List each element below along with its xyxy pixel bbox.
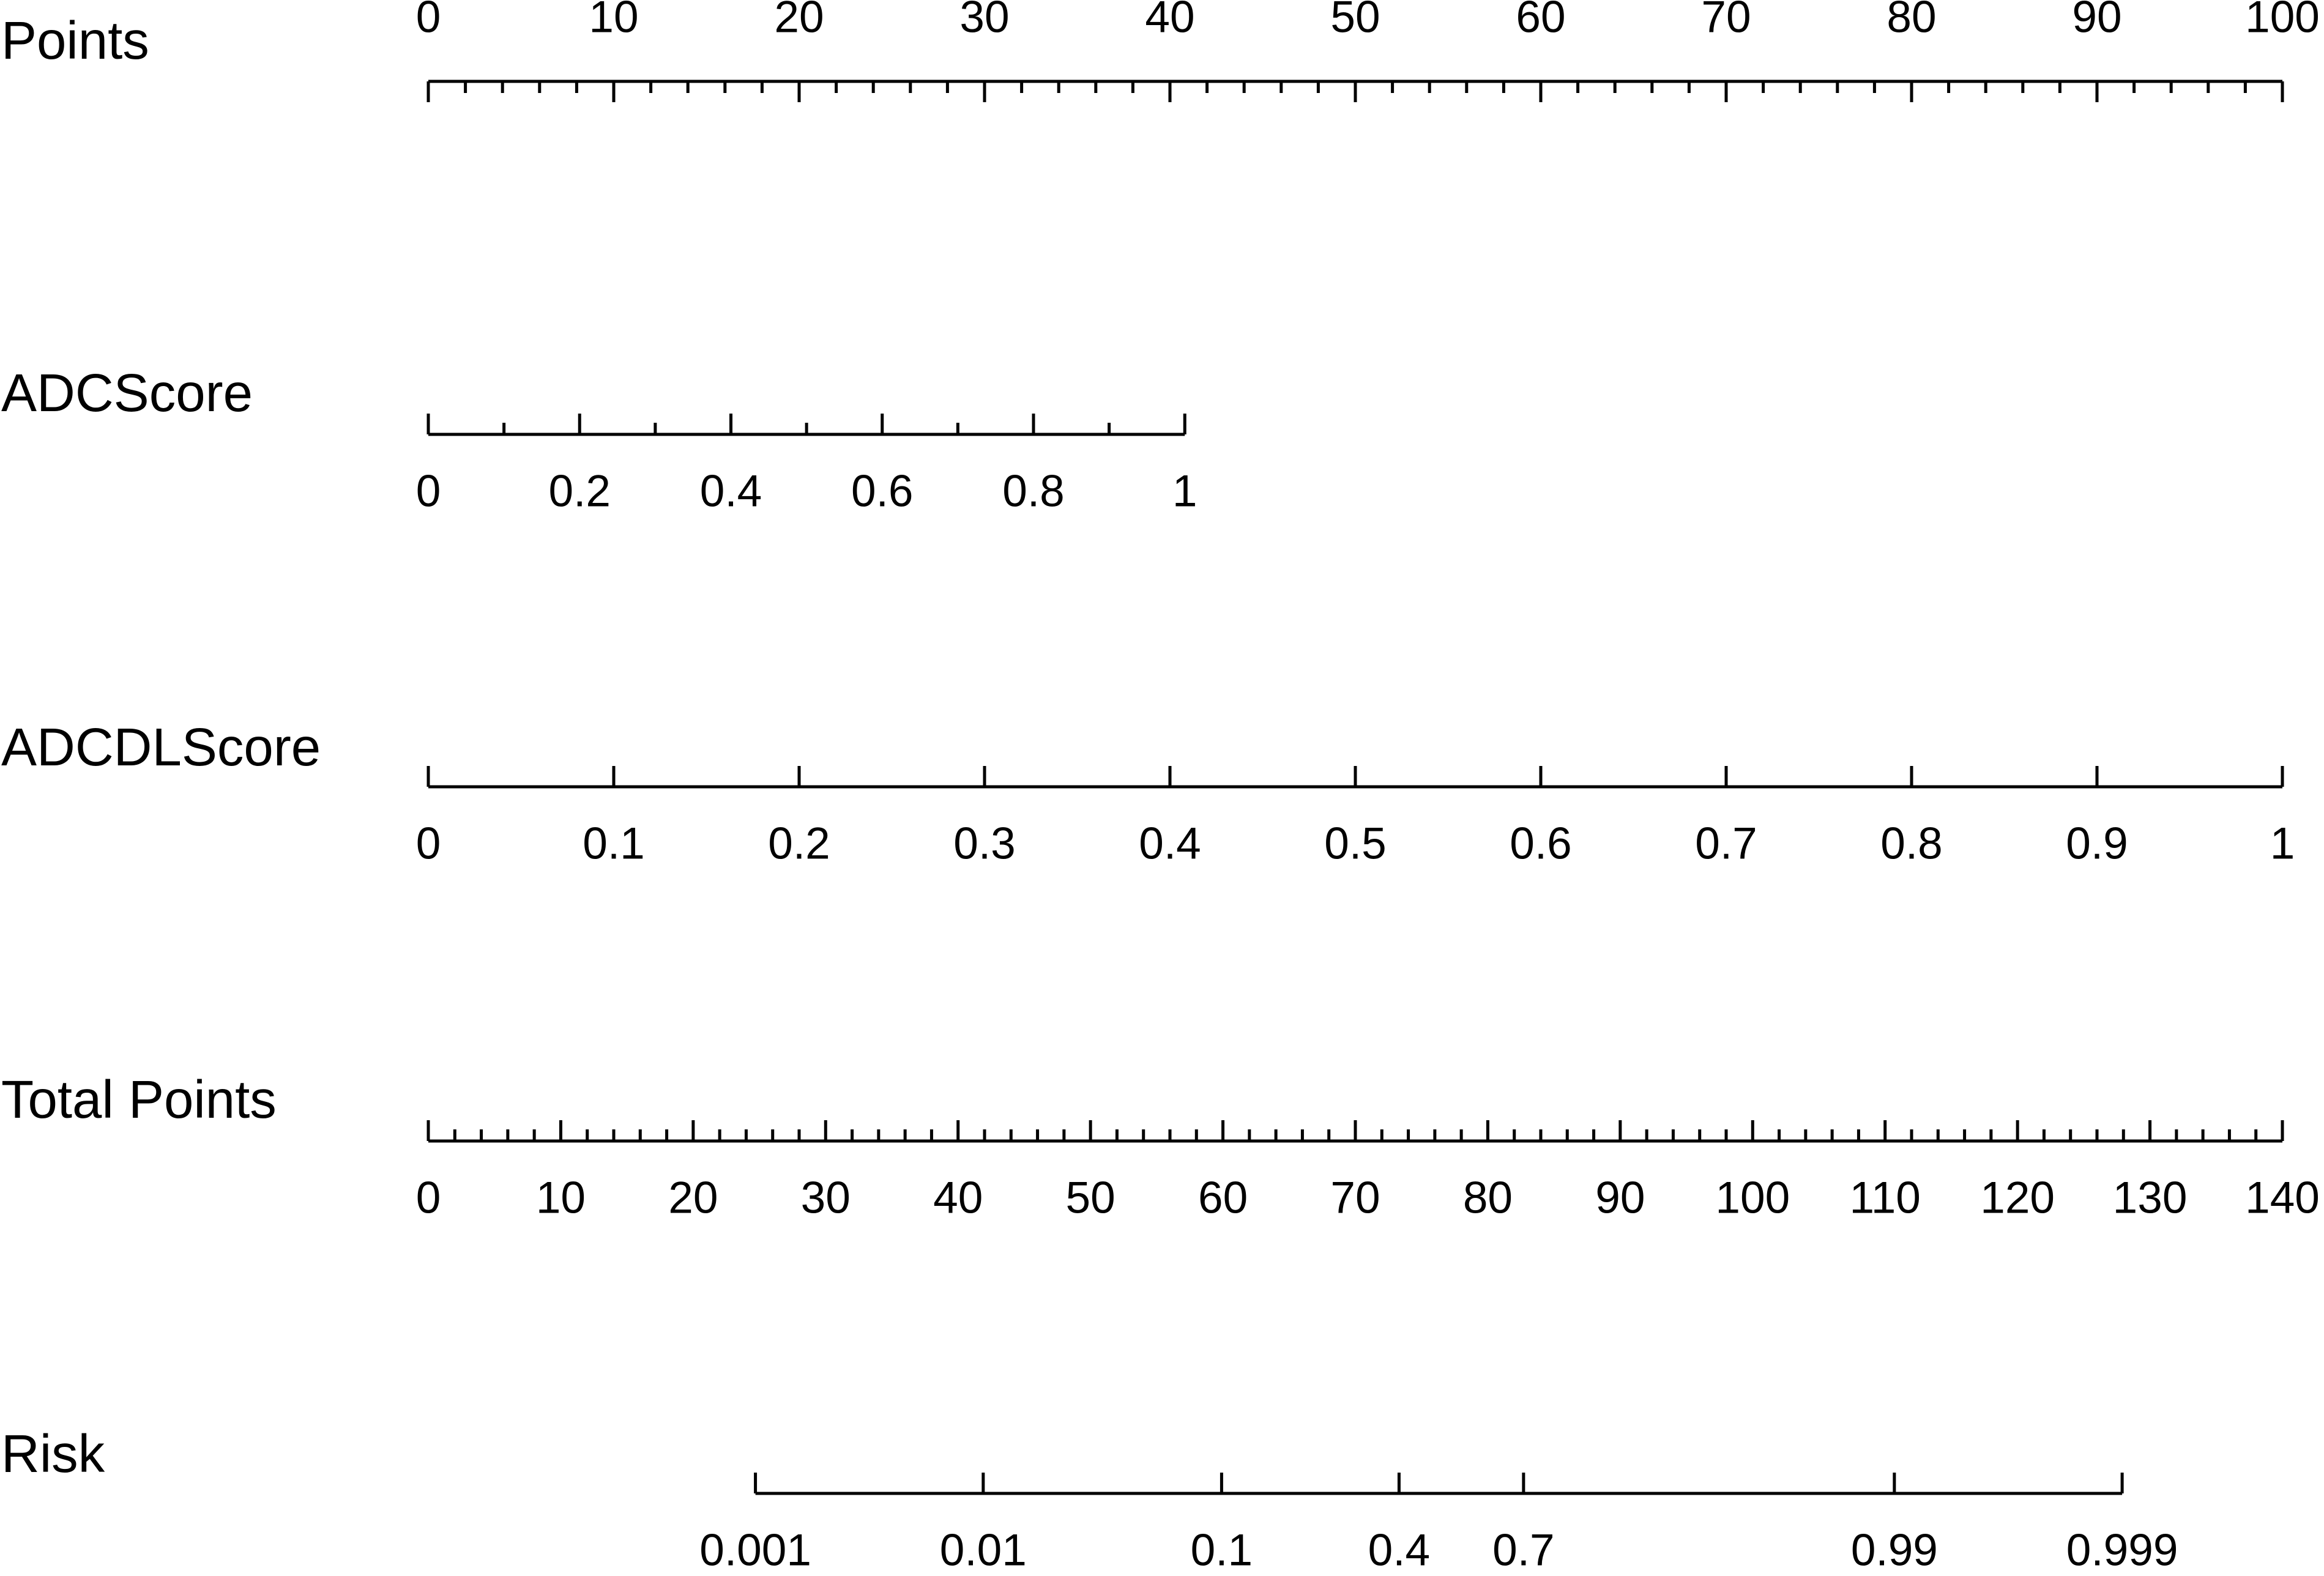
scale-name: ADCScore [1, 363, 253, 423]
tick-label: 0 [416, 0, 441, 42]
tick-label: 80 [1463, 1173, 1513, 1222]
tick-label: 60 [1516, 0, 1565, 42]
scale-name: Total Points [1, 1070, 277, 1129]
tick-label: 130 [2113, 1173, 2188, 1222]
tick-label: 1 [1172, 466, 1197, 516]
tick-label: 50 [1066, 1173, 1115, 1222]
scale-name: Risk [1, 1424, 105, 1484]
tick-label: 0.5 [1324, 819, 1386, 868]
tick-label: 40 [933, 1173, 983, 1222]
tick-label: 0.4 [1139, 819, 1201, 868]
scale-name: Points [1, 11, 149, 70]
tick-label: 10 [536, 1173, 586, 1222]
tick-label: 110 [1850, 1173, 1921, 1222]
tick-label: 30 [959, 0, 1009, 42]
tick-label: 0.001 [699, 1525, 811, 1575]
tick-label: 0 [416, 1173, 441, 1222]
tick-label: 30 [801, 1173, 851, 1222]
tick-label: 0.1 [1191, 1525, 1253, 1575]
tick-label: 0.4 [700, 466, 762, 516]
tick-label: 70 [1701, 0, 1751, 42]
tick-label: 0.7 [1695, 819, 1757, 868]
tick-label: 0.3 [953, 819, 1015, 868]
tick-label: 0.8 [1880, 819, 1942, 868]
tick-label: 0.1 [583, 819, 644, 868]
tick-label: 0.6 [1510, 819, 1571, 868]
tick-label: 0.7 [1492, 1525, 1554, 1575]
tick-label: 0.2 [768, 819, 830, 868]
tick-label: 90 [1595, 1173, 1645, 1222]
tick-label: 80 [1886, 0, 1936, 42]
tick-label: 0.01 [940, 1525, 1027, 1575]
tick-label: 60 [1198, 1173, 1248, 1222]
tick-label: 50 [1330, 0, 1380, 42]
tick-label: 140 [2245, 1173, 2320, 1222]
tick-label: 20 [774, 0, 824, 42]
tick-label: 0.9 [2066, 819, 2128, 868]
tick-label: 20 [668, 1173, 718, 1222]
tick-label: 0 [416, 819, 441, 868]
tick-label: 40 [1145, 0, 1194, 42]
tick-label: 0.6 [851, 466, 913, 516]
tick-label: 0.99 [1851, 1525, 1938, 1575]
scale-name: ADCDLScore [1, 718, 321, 777]
tick-label: 0.8 [1002, 466, 1064, 516]
tick-label: 90 [2072, 0, 2121, 42]
tick-label: 10 [589, 0, 638, 42]
tick-label: 120 [1980, 1173, 2055, 1222]
tick-label: 70 [1330, 1173, 1380, 1222]
tick-label: 0 [416, 466, 441, 516]
tick-label: 1 [2270, 819, 2295, 868]
tick-label: 100 [1715, 1173, 1790, 1222]
tick-label: 0.4 [1368, 1525, 1430, 1575]
tick-label: 0.2 [549, 466, 611, 516]
tick-label: 0.999 [2066, 1525, 2178, 1575]
tick-label: 100 [2245, 0, 2320, 42]
